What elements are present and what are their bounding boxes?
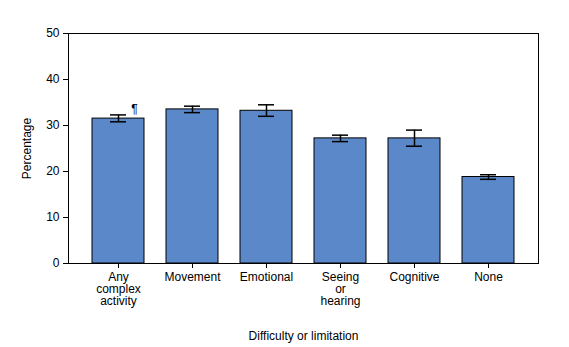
svg-text:None: None xyxy=(474,270,503,284)
svg-text:0: 0 xyxy=(53,256,60,270)
svg-text:30: 30 xyxy=(46,118,60,132)
svg-text:50: 50 xyxy=(46,26,60,40)
svg-text:Cognitive: Cognitive xyxy=(389,270,439,284)
svg-text:Percentage: Percentage xyxy=(20,117,34,179)
svg-text:Anycomplexactivity: Anycomplexactivity xyxy=(96,270,141,308)
svg-text:Seeingorhearing: Seeingorhearing xyxy=(320,270,360,308)
svg-text:Movement: Movement xyxy=(164,270,221,284)
svg-text:20: 20 xyxy=(46,164,60,178)
svg-text:40: 40 xyxy=(46,72,60,86)
svg-text:¶: ¶ xyxy=(131,102,137,116)
svg-text:Emotional: Emotional xyxy=(240,270,293,284)
svg-text:10: 10 xyxy=(46,210,60,224)
svg-text:Difficulty or limitation: Difficulty or limitation xyxy=(249,329,359,343)
